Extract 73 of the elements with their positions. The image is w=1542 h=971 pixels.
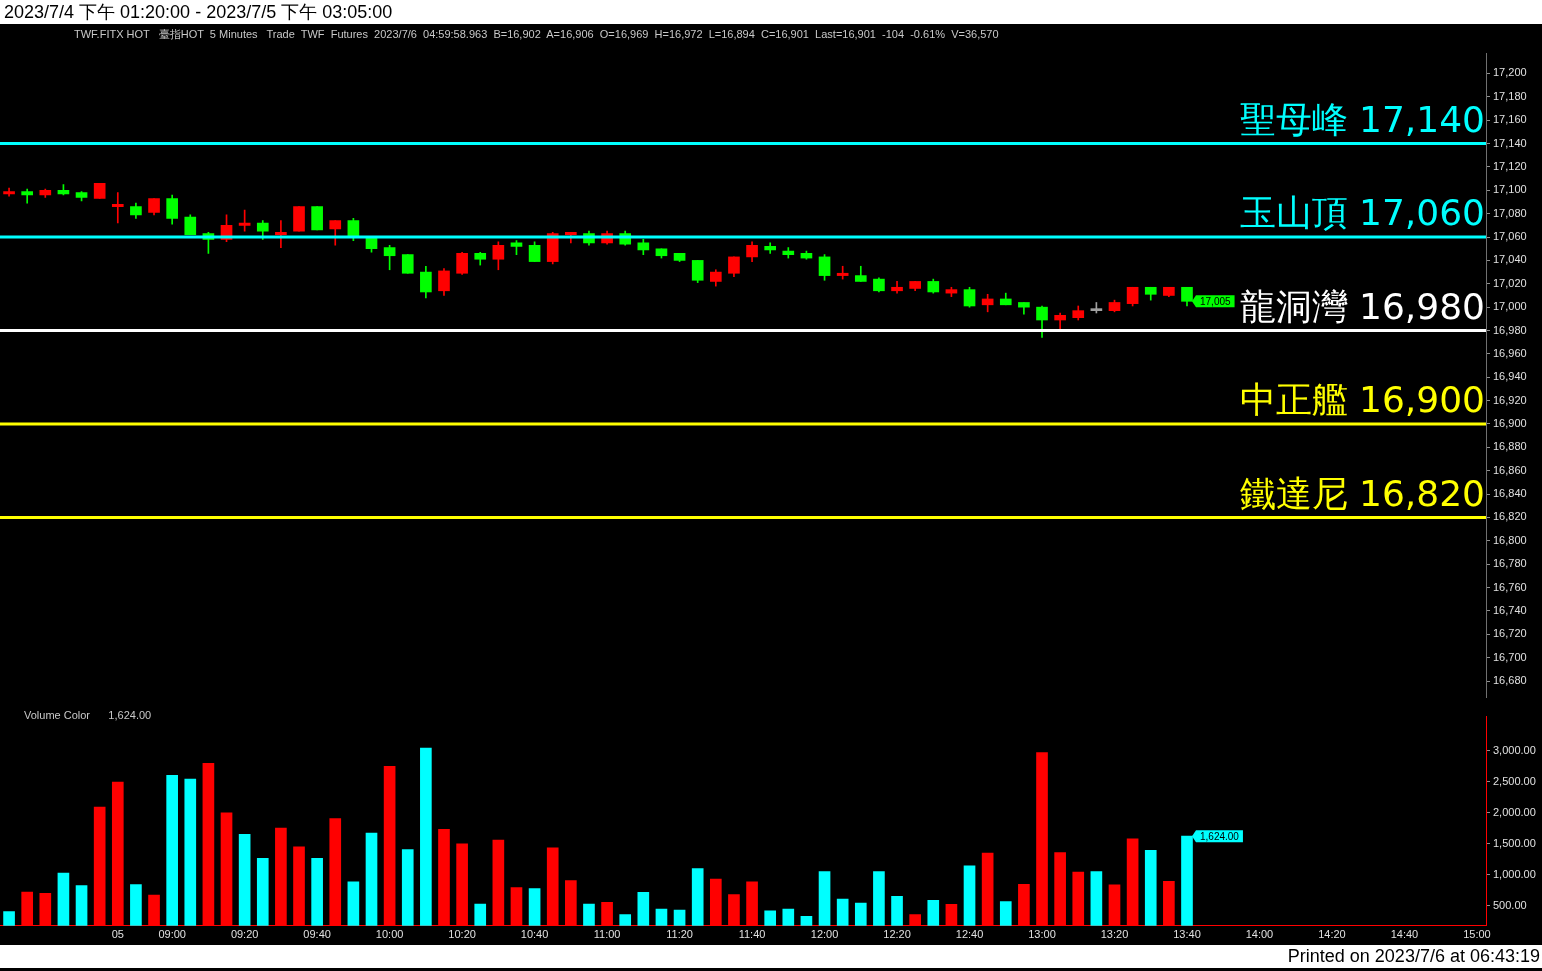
- x-tick-label: 14:40: [1390, 928, 1419, 941]
- y-tick-label: 2,500.00: [1493, 774, 1536, 787]
- x-tick-label: 13:40: [1173, 928, 1201, 941]
- candlestick: [909, 281, 921, 292]
- candlestick: [474, 251, 487, 266]
- y-tick-label: 17,180: [1493, 89, 1527, 102]
- x-tick-label: 14:20: [1318, 928, 1346, 941]
- chart-title: 2023/7/4 下午 01:20:00 - 2023/7/5 下午 03:05:00: [0, 0, 1542, 24]
- candlestick: [1144, 286, 1157, 301]
- y-tick-label: 17,200: [1493, 66, 1527, 79]
- text: Printed on 2023/7/6 at 06:43:19: [0, 945, 1542, 968]
- y-tick-label: 17,120: [1493, 159, 1527, 172]
- y-tick-label: 16,860: [1493, 463, 1527, 476]
- candlestick: [854, 265, 867, 282]
- x-tick-label: 10:20: [448, 928, 476, 941]
- x-tick-label: 12:40: [955, 928, 984, 941]
- annotation: 17,005: [1199, 296, 1232, 308]
- x-tick-label: 11:40: [738, 928, 766, 941]
- x-tick-label: 09:00: [158, 928, 186, 941]
- y-tick-label: 1,500.00: [1493, 836, 1536, 849]
- x-tick-label: 13:20: [1100, 928, 1129, 941]
- candlestick: [311, 206, 323, 231]
- text: Volume Color 1,624.00: [24, 709, 152, 721]
- candlestick: [1072, 305, 1085, 321]
- y-tick-label: 17,040: [1493, 253, 1527, 266]
- y-tick-label: 16,920: [1493, 393, 1527, 406]
- annotation: 1,624.00: [1199, 830, 1240, 842]
- x-tick-label: 12:20: [883, 928, 911, 941]
- x-tick-label: 15:00: [1463, 928, 1491, 941]
- candlestick: [93, 182, 106, 199]
- y-tick-label: 16,780: [1493, 557, 1527, 570]
- y-tick-label: 17,160: [1493, 113, 1527, 126]
- y-tick-label: 16,680: [1493, 674, 1527, 687]
- x-tick-label: 10:40: [520, 928, 549, 941]
- y-tick-label: 17,000: [1493, 300, 1527, 313]
- y-tick-label: 16,720: [1493, 627, 1527, 640]
- y-tick-label: 17,100: [1493, 183, 1527, 196]
- y-tick-label: 16,940: [1493, 370, 1527, 383]
- y-tick-label: 16,880: [1493, 440, 1527, 453]
- y-tick-label: 16,800: [1493, 533, 1527, 546]
- y-tick-label: 16,900: [1493, 417, 1527, 430]
- x-tick-label: 10:00: [375, 928, 404, 941]
- candlestick: [293, 206, 305, 232]
- x-tick-label: 05: [111, 928, 124, 941]
- y-tick-label: 17,140: [1493, 136, 1527, 149]
- candlestick: [401, 254, 414, 274]
- y-tick-label: 3,000.00: [1493, 743, 1536, 756]
- y-tick-label: 16,740: [1493, 603, 1527, 616]
- y-tick-label: 16,980: [1493, 323, 1527, 336]
- x-tick-label: 09:40: [303, 928, 331, 941]
- y-tick-label: 17,060: [1493, 230, 1527, 243]
- y-tick-label: 16,760: [1493, 580, 1527, 593]
- y-tick-label: 2,000.00: [1493, 805, 1536, 818]
- y-tick-label: 1,000.00: [1493, 867, 1536, 880]
- x-tick-label: 12:00: [810, 928, 839, 941]
- y-tick-label: 16,700: [1493, 650, 1527, 663]
- y-tick-label: 17,080: [1493, 206, 1527, 219]
- y-tick-label: 17,020: [1493, 276, 1527, 289]
- ref-line-label: 玉山頂 17,060: [1239, 192, 1485, 234]
- y-tick-label: 16,820: [1493, 510, 1527, 523]
- y-tick-label: 500.00: [1493, 898, 1527, 911]
- y-tick-label: 16,840: [1493, 487, 1527, 500]
- y-tick-label: 16,960: [1493, 346, 1527, 359]
- x-tick-label: 11:20: [666, 928, 693, 941]
- ref-line-label: 中正艦 16,900: [1239, 379, 1485, 421]
- x-tick-label: 09:20: [230, 928, 259, 941]
- x-tick-label: 13:00: [1028, 928, 1056, 941]
- x-tick-label: 11:00: [593, 928, 621, 941]
- ref-line-label: 龍洞灣 16,980: [1239, 285, 1485, 327]
- chart-subtitle: TWF.FITX HOT 臺指HOT 5 Minutes Trade TWF Futures 2023/7/6 04:59:58.963 B=16,902 A=16,906 O=16,969 H=16,972 L=16,894 C=16,901 Last=16,901 -104 -0.61% V=36,570: [73, 27, 1000, 42]
- x-tick-label: 14:00: [1245, 928, 1274, 941]
- ref-line-label: 聖母峰 17,140: [1239, 98, 1485, 140]
- ref-line-label: 鐵達尼 16,820: [1239, 472, 1485, 514]
